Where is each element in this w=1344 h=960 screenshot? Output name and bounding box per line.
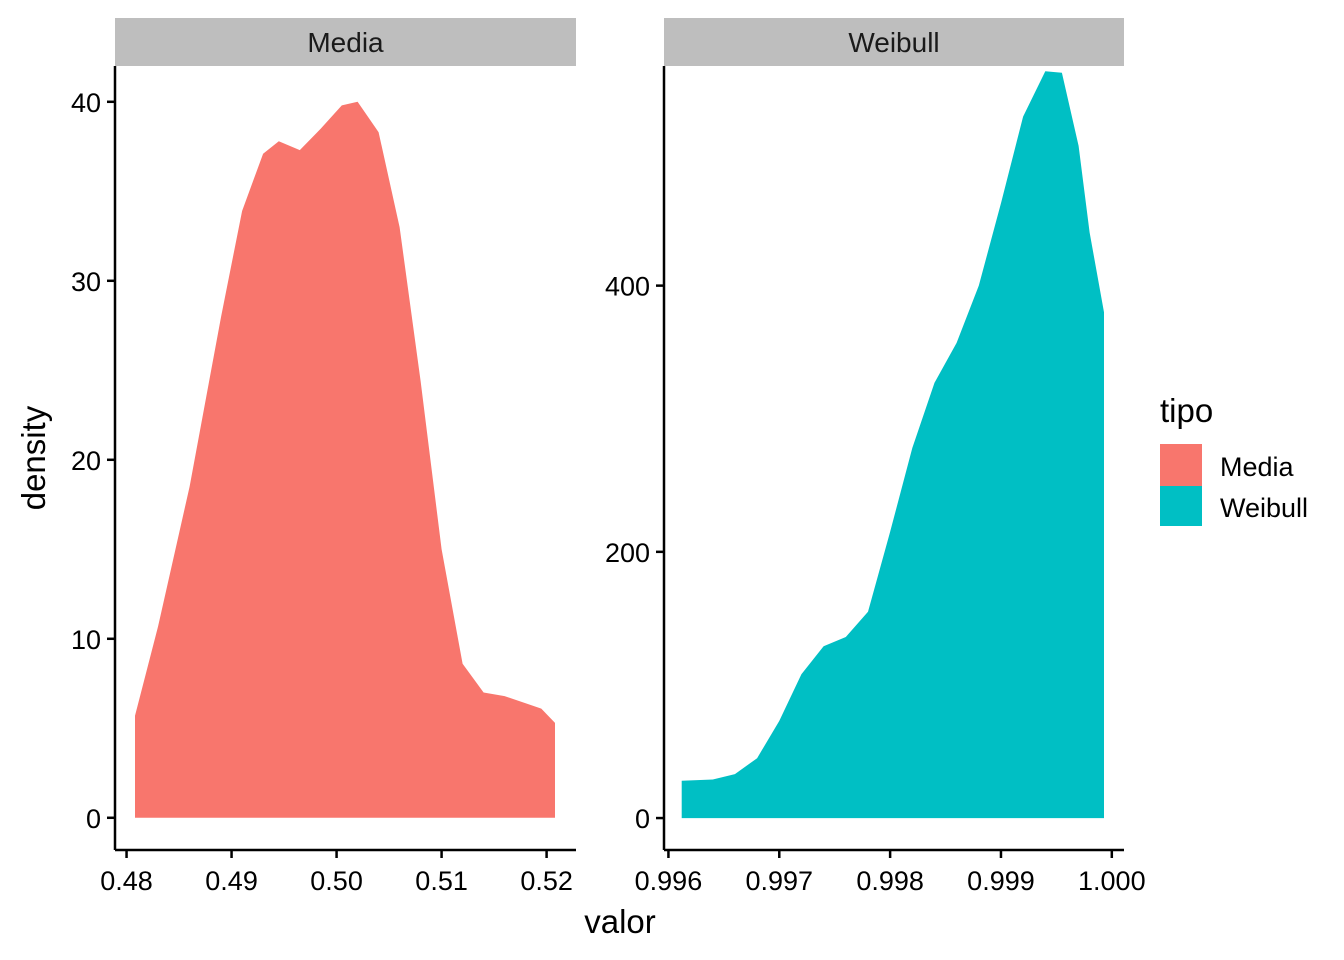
media-x-tick-label: 0.51 xyxy=(415,866,468,896)
media-y-tick-label: 10 xyxy=(71,625,101,655)
weibull-density-marks xyxy=(681,71,1104,819)
media-y-tick-label: 0 xyxy=(86,804,101,834)
weibull-x-tick-label: 1.000 xyxy=(1078,866,1146,896)
facet-strip-weibull xyxy=(664,18,1124,66)
facet-panel-media: Media 0.48 0.49 0.50 0.51 0.52 0 10 20 30 40 xyxy=(71,18,576,896)
media-x-tick-label: 0.50 xyxy=(310,866,363,896)
media-y-tick-label: 30 xyxy=(71,267,101,297)
media-density-area xyxy=(135,101,555,818)
y-axis-title: density xyxy=(15,405,52,510)
media-x-tick-label: 0.48 xyxy=(100,866,153,896)
facet-strip-media xyxy=(115,18,576,66)
weibull-y-tick-label: 0 xyxy=(635,804,650,834)
weibull-density-area xyxy=(681,71,1104,819)
media-density-marks xyxy=(135,101,555,818)
weibull-y-tick-label: 400 xyxy=(605,272,650,302)
legend-label-weibull: Weibull xyxy=(1220,493,1308,523)
facet-panel-weibull: Weibull 0.996 0.997 0.998 0.999 1.000 0 200 400 xyxy=(605,18,1146,896)
legend-title: tipo xyxy=(1160,392,1213,429)
weibull-x-tick-label: 0.998 xyxy=(856,866,924,896)
media-y-tick-label: 40 xyxy=(71,88,101,118)
weibull-x-tick-label: 0.999 xyxy=(967,866,1035,896)
weibull-x-tick-label: 0.996 xyxy=(635,866,703,896)
legend-key-weibull xyxy=(1160,486,1202,526)
weibull-x-tick-label: 0.997 xyxy=(745,866,813,896)
media-y-tick-label: 20 xyxy=(71,446,101,476)
legend: tipo Media Weibull xyxy=(1160,392,1308,526)
facet-strip-label-media: Media xyxy=(307,27,384,58)
legend-label-media: Media xyxy=(1220,452,1295,482)
weibull-axes: 0.996 0.997 0.998 0.999 1.000 0 200 400 xyxy=(605,66,1146,896)
media-axes: 0.48 0.49 0.50 0.51 0.52 0 10 20 30 40 xyxy=(71,66,576,896)
facet-strip-label-weibull: Weibull xyxy=(848,27,939,58)
legend-key-media xyxy=(1160,444,1202,486)
media-x-tick-label: 0.49 xyxy=(205,866,258,896)
media-x-tick-label: 0.52 xyxy=(520,866,573,896)
weibull-y-tick-label: 200 xyxy=(605,538,650,568)
x-axis-title: valor xyxy=(584,903,656,940)
